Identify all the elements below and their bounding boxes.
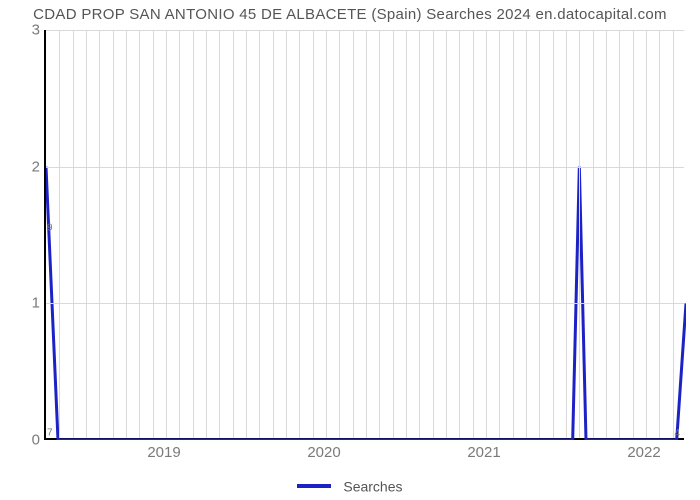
grid-line-vertical <box>73 30 74 438</box>
grid-line-vertical <box>259 30 260 438</box>
x-axis-tick-label: 2022 <box>627 444 660 461</box>
grid-line-vertical <box>366 30 367 438</box>
grid-line-vertical <box>593 30 594 438</box>
grid-line-vertical <box>419 30 420 438</box>
grid-line-vertical <box>273 30 274 438</box>
grid-line-vertical <box>459 30 460 438</box>
grid-line-vertical <box>579 30 580 438</box>
grid-line-vertical <box>606 30 607 438</box>
plot-area <box>44 30 684 440</box>
grid-line-vertical <box>86 30 87 438</box>
y-axis-tick-label: 3 <box>10 22 40 39</box>
grid-line-vertical <box>499 30 500 438</box>
grid-line-vertical <box>99 30 100 438</box>
grid-line-vertical <box>633 30 634 438</box>
grid-line-vertical <box>539 30 540 438</box>
y-axis-tick-label: 1 <box>10 295 40 312</box>
y-axis-inner-point-label: 7 <box>47 428 53 439</box>
grid-line-vertical <box>379 30 380 438</box>
chart-legend: Searches <box>0 477 700 494</box>
grid-line-vertical <box>339 30 340 438</box>
grid-line-vertical <box>299 30 300 438</box>
y-axis-inner-point-label: 9 <box>47 223 53 234</box>
grid-line-vertical <box>206 30 207 438</box>
grid-line-vertical <box>113 30 114 438</box>
grid-line-vertical <box>286 30 287 438</box>
grid-line-vertical <box>486 30 487 438</box>
grid-line-vertical <box>219 30 220 438</box>
grid-line-vertical <box>126 30 127 438</box>
chart-title: CDAD PROP SAN ANTONIO 45 DE ALBACETE (Sp… <box>0 6 700 23</box>
x-axis-tick-label: 2021 <box>467 444 500 461</box>
legend-swatch <box>297 484 331 488</box>
grid-line-vertical <box>566 30 567 438</box>
grid-line-vertical <box>139 30 140 438</box>
grid-line-vertical <box>166 30 167 438</box>
legend-label: Searches <box>343 478 402 494</box>
grid-line-vertical <box>179 30 180 438</box>
x-axis-tick-label: 2020 <box>307 444 340 461</box>
x-axis-tick-label: 2019 <box>147 444 180 461</box>
grid-line-vertical <box>513 30 514 438</box>
searches-chart: CDAD PROP SAN ANTONIO 45 DE ALBACETE (Sp… <box>0 0 700 500</box>
grid-line-vertical <box>153 30 154 438</box>
grid-line-vertical <box>313 30 314 438</box>
grid-line-vertical <box>446 30 447 438</box>
grid-line-vertical <box>473 30 474 438</box>
grid-line-vertical <box>353 30 354 438</box>
grid-line-vertical <box>659 30 660 438</box>
x-axis-inner-point-label: 4 <box>675 428 681 439</box>
grid-line-vertical <box>673 30 674 438</box>
grid-line-vertical <box>246 30 247 438</box>
grid-line-horizontal <box>46 167 684 168</box>
grid-line-vertical <box>393 30 394 438</box>
y-axis-tick-label: 2 <box>10 158 40 175</box>
grid-line-vertical <box>326 30 327 438</box>
y-axis-tick-label: 0 <box>10 432 40 449</box>
grid-line-vertical <box>233 30 234 438</box>
grid-line-vertical <box>433 30 434 438</box>
grid-line-horizontal <box>46 303 684 304</box>
grid-line-vertical <box>406 30 407 438</box>
grid-line-vertical <box>59 30 60 438</box>
grid-line-vertical <box>526 30 527 438</box>
grid-line-vertical <box>553 30 554 438</box>
grid-line-vertical <box>193 30 194 438</box>
grid-line-vertical <box>646 30 647 438</box>
grid-line-horizontal <box>46 30 684 31</box>
grid-line-vertical <box>619 30 620 438</box>
